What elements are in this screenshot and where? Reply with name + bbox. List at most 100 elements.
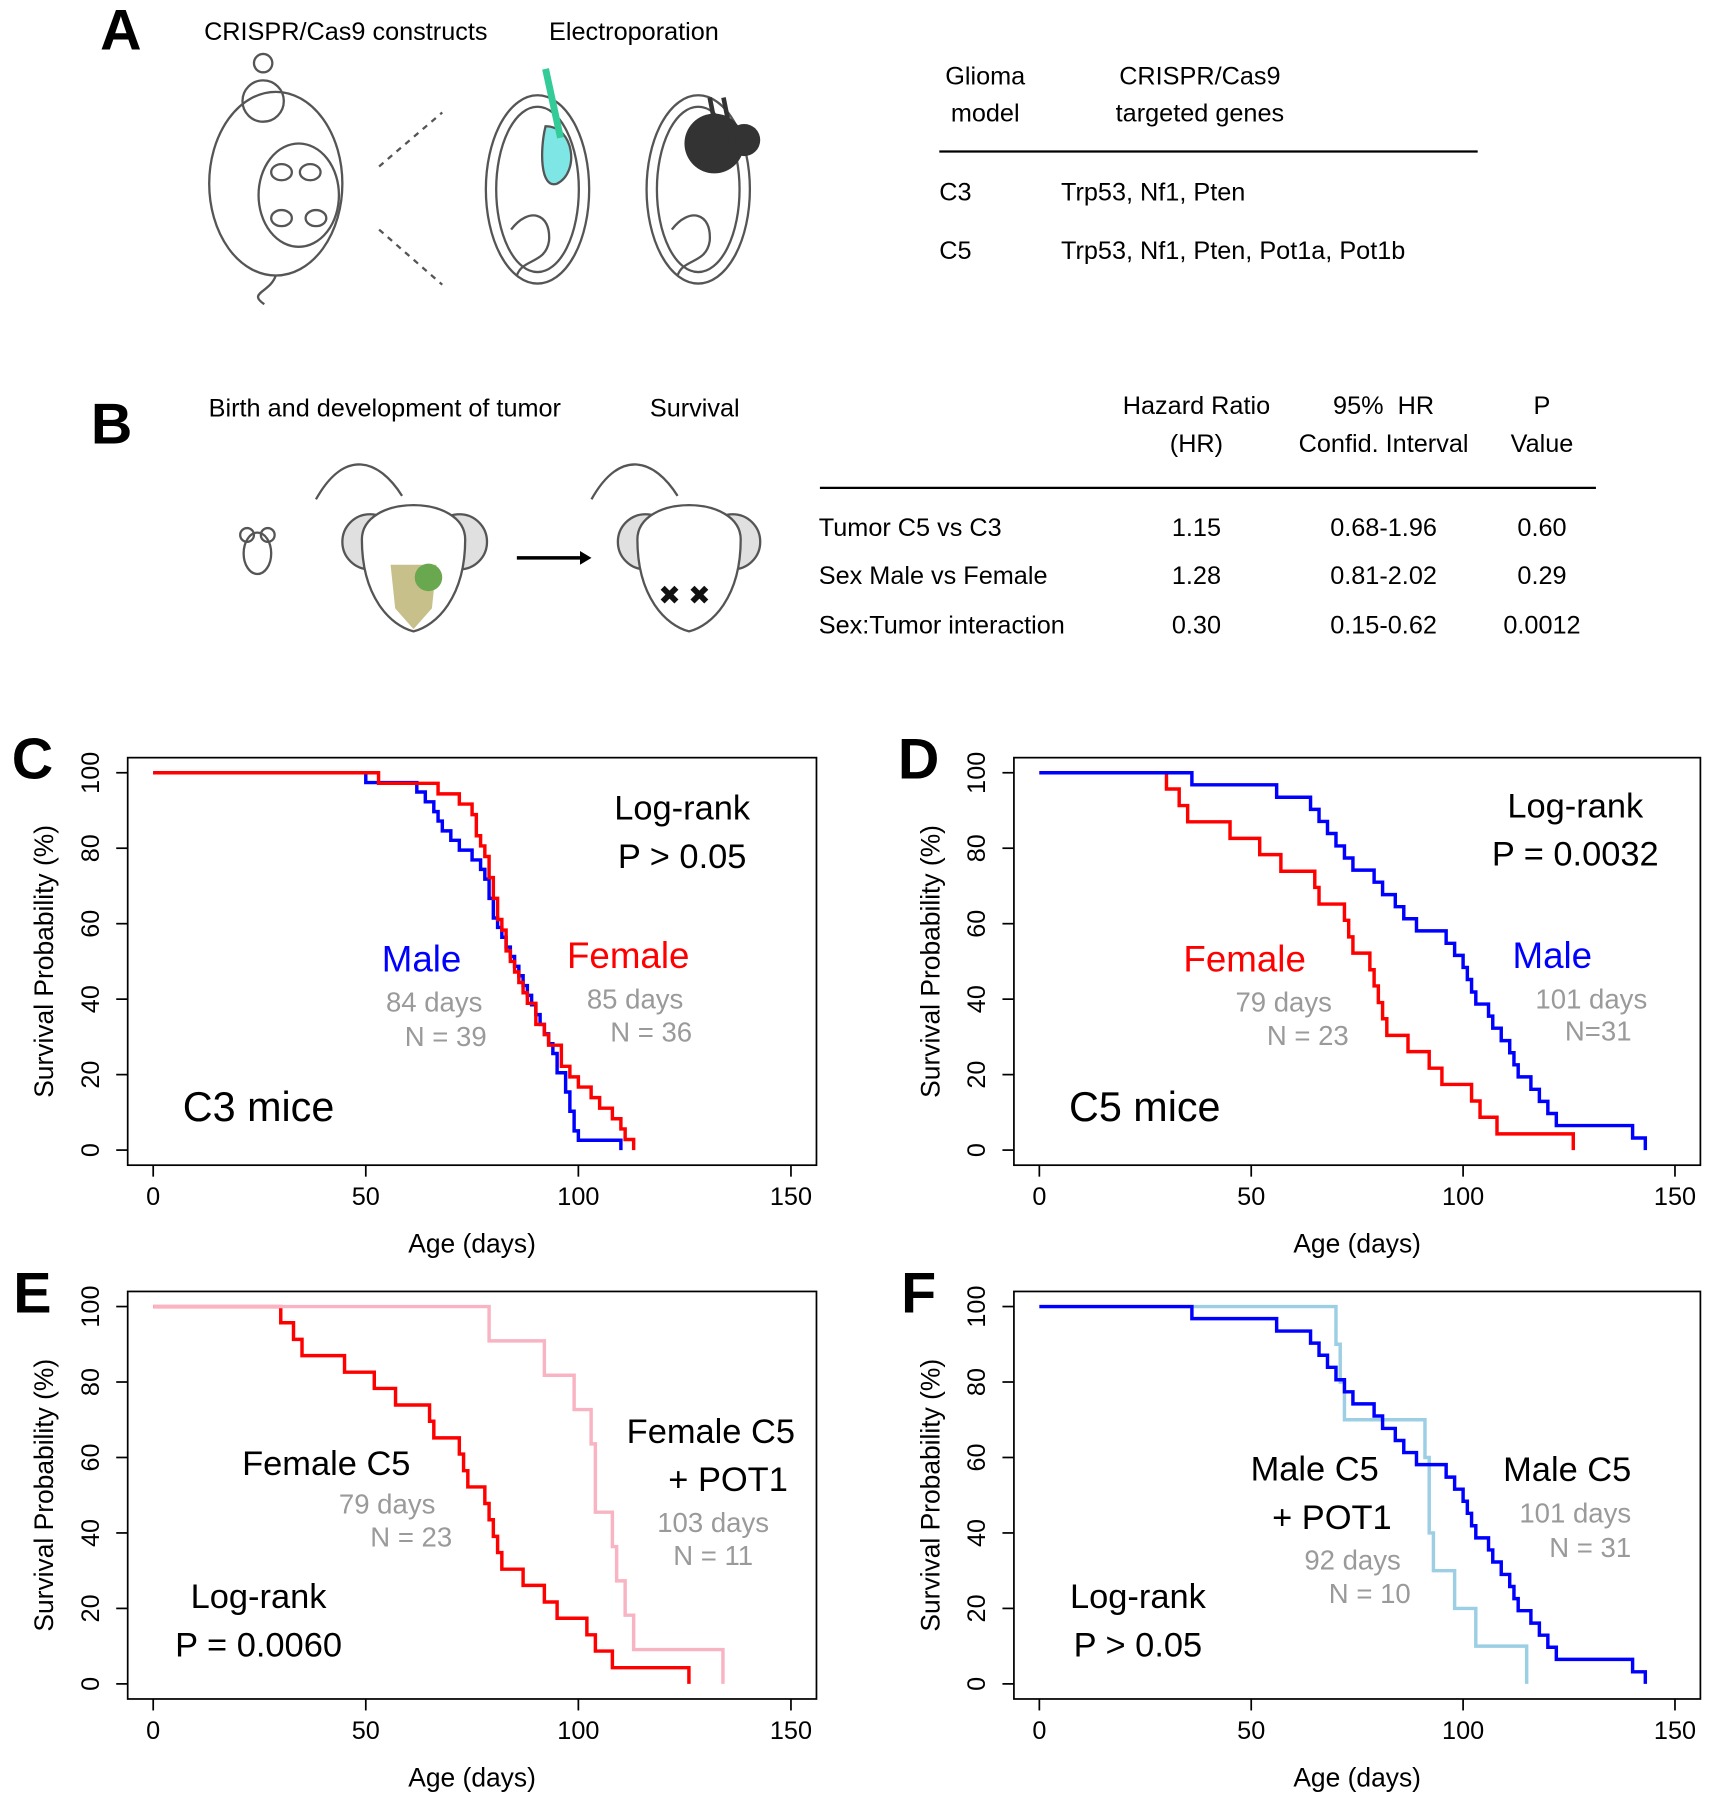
plot-frame [1013, 1290, 1702, 1700]
series-label-line: Male C5 [1251, 1451, 1379, 1489]
table-cell: C5 [939, 237, 971, 265]
series-label: Male [1513, 935, 1593, 976]
x-axis-label: Age (days) [1293, 1229, 1421, 1259]
y-tick-label: 0 [77, 1677, 105, 1691]
subtitle: C5 mice [1069, 1084, 1221, 1130]
y-tick-label: 100 [963, 752, 991, 794]
y-tick-label: 80 [963, 834, 991, 862]
y-tick-label: 20 [963, 1594, 991, 1622]
x-tick-label: 100 [557, 1717, 599, 1745]
table-cell: C3 [939, 179, 971, 207]
plot-frame [126, 1290, 818, 1700]
table-header: targeted genes [1116, 99, 1284, 127]
table-cell: 0.60 [1517, 514, 1566, 542]
median-label: 84 days [386, 987, 482, 1018]
x-axis-label: Age (days) [1293, 1762, 1421, 1792]
test-label: Log-rank [1070, 1578, 1207, 1616]
x-tick-label: 50 [1237, 1717, 1265, 1745]
p-value-label: P > 0.05 [618, 838, 747, 876]
series-label: Male [382, 939, 462, 980]
y-tick-label: 100 [77, 1285, 105, 1327]
x-tick-label: 100 [1442, 1717, 1484, 1745]
panel-label: A [100, 0, 141, 63]
y-tick-label: 80 [963, 1368, 991, 1396]
y-tick-label: 40 [963, 1519, 991, 1547]
y-tick-label: 20 [963, 1061, 991, 1089]
table-cell: Sex Male vs Female [819, 562, 1048, 590]
table-header: (HR) [1170, 430, 1223, 458]
median-label: 79 days [339, 1488, 435, 1519]
y-tick-label: 0 [963, 1143, 991, 1157]
plot-frame [126, 756, 818, 1167]
panel-label: C [12, 728, 53, 792]
panel-label: F [901, 1261, 936, 1325]
y-tick-label: 20 [77, 1061, 105, 1089]
panel-label: E [13, 1261, 51, 1325]
step-caption: Electroporation [549, 18, 719, 46]
table-cell: 0.0012 [1503, 611, 1580, 639]
series-label: Female C5 [242, 1445, 410, 1483]
p-value-label: P = 0.0060 [175, 1626, 342, 1664]
x-tick-label: 150 [770, 1717, 812, 1745]
median-label: 101 days [1519, 1498, 1631, 1529]
table-cell: 0.29 [1517, 562, 1566, 590]
table-header: Value [1511, 430, 1574, 458]
n-label: N = 11 [673, 1540, 753, 1571]
median-label: 101 days [1535, 983, 1647, 1014]
table-header: Hazard Ratio [1123, 392, 1270, 420]
x-tick-label: 0 [1032, 1183, 1046, 1211]
step-caption: Birth and development of tumor [209, 394, 561, 422]
n-label: N = 10 [1329, 1578, 1411, 1609]
y-tick-label: 80 [77, 1368, 105, 1396]
n-label: N=31 [1565, 1015, 1632, 1046]
y-axis-label: Survival Probability (%) [29, 1359, 59, 1632]
y-axis-label: Survival Probability (%) [915, 1359, 945, 1632]
table-cell: 1.28 [1172, 562, 1221, 590]
table-header: P [1534, 392, 1551, 420]
table-header: Glioma [945, 63, 1026, 91]
y-tick-label: 100 [77, 752, 105, 794]
table-cell: Trp53, Nf1, Pten [1061, 179, 1245, 207]
table-header: CRISPR/Cas9 [1119, 63, 1280, 91]
y-tick-label: 60 [77, 1443, 105, 1471]
step-caption: CRISPR/Cas9 constructs [204, 18, 487, 46]
series-label: Female [1183, 939, 1305, 980]
y-axis-label: Survival Probability (%) [29, 825, 59, 1098]
plot-frame [1013, 756, 1702, 1167]
table-header: model [951, 99, 1020, 127]
x-tick-label: 50 [1237, 1183, 1265, 1211]
series-label: Female C5 + POT1 [627, 1413, 795, 1499]
survival-curve [1039, 771, 1575, 1151]
table-cell: 1.15 [1172, 514, 1221, 542]
x-tick-label: 50 [352, 1183, 380, 1211]
series-label-line: + POT1 [668, 1461, 788, 1499]
series-label: Female [567, 935, 689, 976]
test-label: Log-rank [191, 1578, 328, 1616]
table-cell: 0.15-0.62 [1330, 611, 1437, 639]
p-value-label: P = 0.0032 [1492, 835, 1659, 873]
survival-curve [153, 771, 636, 1151]
survival-curve [153, 1304, 691, 1684]
x-tick-label: 150 [770, 1183, 812, 1211]
series-label: Male C5 + POT1 [1251, 1451, 1392, 1537]
mouse-illustration [208, 52, 443, 306]
n-label: N = 36 [610, 1017, 692, 1048]
table-cell: 0.30 [1172, 611, 1221, 639]
embryo-illustration [484, 68, 761, 285]
y-tick-label: 40 [77, 985, 105, 1013]
subtitle: C3 mice [183, 1084, 335, 1130]
step-caption: Survival [650, 394, 740, 422]
y-tick-label: 80 [77, 834, 105, 862]
table-cell: Trp53, Nf1, Pten, Pot1a, Pot1b [1061, 237, 1405, 265]
test-label: Log-rank [1507, 787, 1644, 825]
x-tick-label: 150 [1654, 1717, 1696, 1745]
x-tick-label: 150 [1654, 1183, 1696, 1211]
table-cell: Sex:Tumor interaction [819, 611, 1065, 639]
y-tick-label: 60 [963, 910, 991, 938]
n-label: N = 39 [405, 1021, 487, 1052]
series-label: Male C5 [1503, 1451, 1631, 1489]
x-tick-label: 100 [1442, 1183, 1484, 1211]
survival-curve [1039, 1304, 1529, 1684]
n-label: N = 31 [1549, 1532, 1631, 1563]
